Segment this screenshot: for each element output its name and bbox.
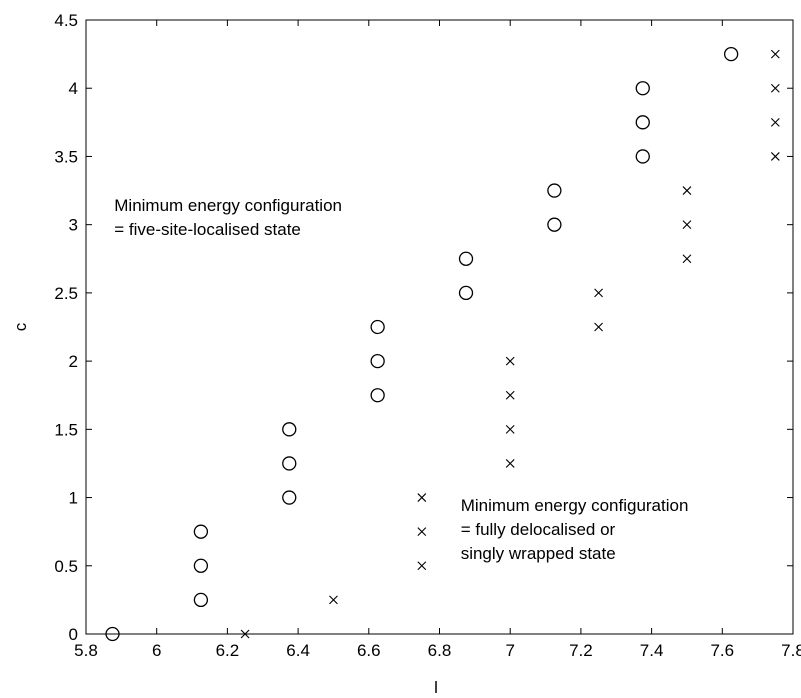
x-marker-stroke xyxy=(417,561,427,571)
x-marker-point xyxy=(770,152,780,161)
y-tick-label: 2 xyxy=(69,352,78,371)
x-marker-stroke xyxy=(770,117,780,127)
y-tick-label: 2.5 xyxy=(54,284,78,303)
x-marker-point xyxy=(682,254,692,264)
x-marker-point xyxy=(770,49,780,59)
x-marker-point xyxy=(329,595,338,605)
y-tick-label: 4.5 xyxy=(54,11,78,30)
axis-ticks: 5.8 6 6.2 6.4 6.6 6.8 7 7.2 7.4 7.6 7.8 0 0.5 1 1.5 2 2.… xyxy=(54,11,801,660)
x-tick-label: 6.8 xyxy=(428,641,452,660)
circle-marker-point xyxy=(458,251,474,266)
x-marker-point xyxy=(505,390,515,400)
circle-marker-point xyxy=(193,592,209,608)
x-tick-label: 6.2 xyxy=(216,641,240,660)
x-marker-point xyxy=(594,322,603,332)
x-marker-stroke xyxy=(770,83,780,93)
circle-marker-point xyxy=(282,422,297,437)
annotation-line: singly wrapped state xyxy=(461,544,616,563)
x-marker-stroke xyxy=(594,322,603,332)
x-marker-stroke xyxy=(505,424,515,434)
x-marker-stroke xyxy=(329,595,338,605)
x-marker-stroke xyxy=(682,220,692,230)
circle-marker-point xyxy=(635,149,650,164)
y-tick-label: 4 xyxy=(69,79,78,98)
x-marker-point xyxy=(505,459,515,468)
x-marker-stroke xyxy=(682,186,692,195)
x-tick-label: 7.4 xyxy=(640,641,664,660)
x-tick-label: 6.4 xyxy=(286,641,310,660)
annotation-line: Minimum energy configuration xyxy=(114,196,342,215)
circle-marker-point xyxy=(547,217,562,232)
circle-marker-point xyxy=(635,81,650,96)
x-tick-label: 7.8 xyxy=(781,641,801,660)
annotation-text: Minimum energy configuration = fully delo… xyxy=(461,496,689,563)
x-marker-point xyxy=(240,629,250,639)
x-marker-point xyxy=(682,186,692,195)
x-marker-stroke xyxy=(240,629,250,639)
annotation-line: = five-site-localised state xyxy=(114,220,301,239)
x-tick-label: 7.2 xyxy=(569,641,593,660)
y-tick-label: 0 xyxy=(69,625,78,644)
x-tick-label: 7.6 xyxy=(710,641,734,660)
y-tick-label: 1.5 xyxy=(54,420,78,439)
x-tick-label: 6 xyxy=(152,641,161,660)
circle-marker-point xyxy=(282,456,297,471)
x-marker-point xyxy=(770,83,780,93)
x-marker-stroke xyxy=(417,527,427,537)
x-marker-point xyxy=(682,220,692,230)
circle-marker-point xyxy=(635,115,650,130)
x-marker-stroke xyxy=(417,493,427,502)
y-tick-label: 0.5 xyxy=(54,557,78,576)
x-tick-label: 6.6 xyxy=(357,641,381,660)
x-marker-point xyxy=(770,117,780,127)
y-tick-label: 1 xyxy=(69,489,78,508)
x-marker-point xyxy=(417,561,427,571)
annotation-line: = fully delocalised or xyxy=(461,520,616,539)
circle-marker-point xyxy=(370,353,385,369)
y-tick-label: 3 xyxy=(69,216,78,235)
plot-area-frame xyxy=(85,19,794,635)
x-marker-stroke xyxy=(505,356,515,366)
x-marker-stroke xyxy=(770,49,780,59)
x-marker-stroke xyxy=(594,288,603,298)
x-marker-point xyxy=(594,288,603,298)
x-axis-label: l xyxy=(434,678,438,697)
data-points xyxy=(105,46,780,642)
circle-marker-point xyxy=(282,490,297,505)
x-marker-point xyxy=(505,424,515,434)
x-tick-label: 7 xyxy=(505,641,514,660)
x-marker-stroke xyxy=(682,254,692,264)
annotation-text: Minimum energy configuration = five-site-… xyxy=(114,196,342,239)
x-marker-stroke xyxy=(770,152,780,161)
annotations: Minimum energy configuration = five-site-… xyxy=(114,196,688,563)
x-tick-label: 5.8 xyxy=(74,641,98,660)
x-marker-point xyxy=(417,493,427,502)
circle-marker-point xyxy=(193,558,209,573)
circle-marker-point xyxy=(105,626,120,642)
y-axis-label: c xyxy=(11,322,30,331)
x-marker-stroke xyxy=(505,459,515,468)
annotation-line: Minimum energy configuration xyxy=(461,496,689,515)
x-marker-stroke xyxy=(505,390,515,400)
circle-marker-point xyxy=(193,524,209,539)
circle-marker-point xyxy=(723,46,739,62)
x-marker-point xyxy=(417,527,427,537)
circle-marker-point xyxy=(370,388,385,403)
x-marker-point xyxy=(505,356,515,366)
circle-marker-point xyxy=(370,319,385,335)
circle-marker-point xyxy=(458,285,474,301)
y-tick-label: 3.5 xyxy=(54,147,78,166)
circle-marker-point xyxy=(547,183,562,198)
